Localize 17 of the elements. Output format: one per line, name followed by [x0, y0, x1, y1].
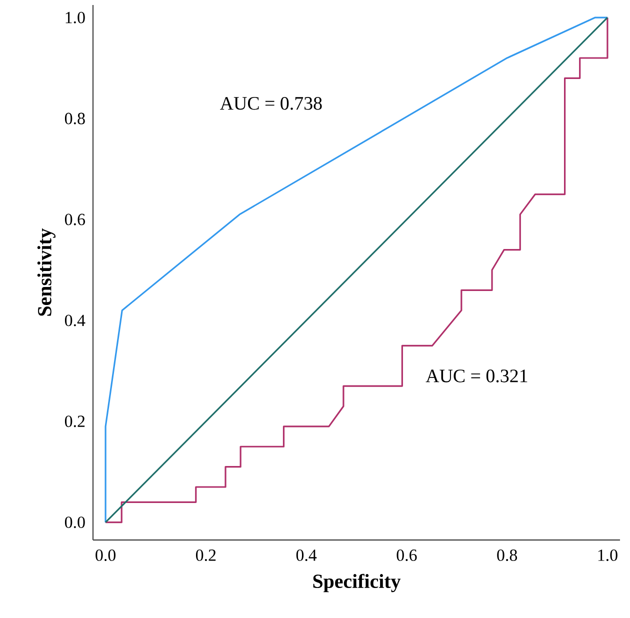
- y-tick-label: 1.0: [66, 12, 85, 24]
- line-series: [104, 16, 608, 524]
- y-tick-label: 0.0: [64, 516, 85, 528]
- annotation: AUC = 0.738: [220, 96, 322, 110]
- x-tick-label: 1.0: [598, 549, 618, 561]
- y-tick-label: 0.8: [64, 112, 85, 124]
- x-axis-title: Specificity: [313, 574, 401, 592]
- x-tick-label: 0.4: [296, 549, 317, 561]
- x-tick-label: 0.0: [96, 549, 116, 561]
- y-tick-label: 0.4: [64, 314, 86, 326]
- y-axis-title: Sensitivity: [37, 228, 56, 316]
- y-tick-label: 0.2: [64, 416, 85, 428]
- x-tick-label: 0.6: [396, 549, 417, 561]
- x-tick-label: 0.8: [497, 549, 518, 561]
- y-tick-label: 0.6: [64, 214, 85, 226]
- x-tick-label: 0.2: [196, 549, 216, 561]
- annotation: AUC = 0.321: [426, 370, 528, 382]
